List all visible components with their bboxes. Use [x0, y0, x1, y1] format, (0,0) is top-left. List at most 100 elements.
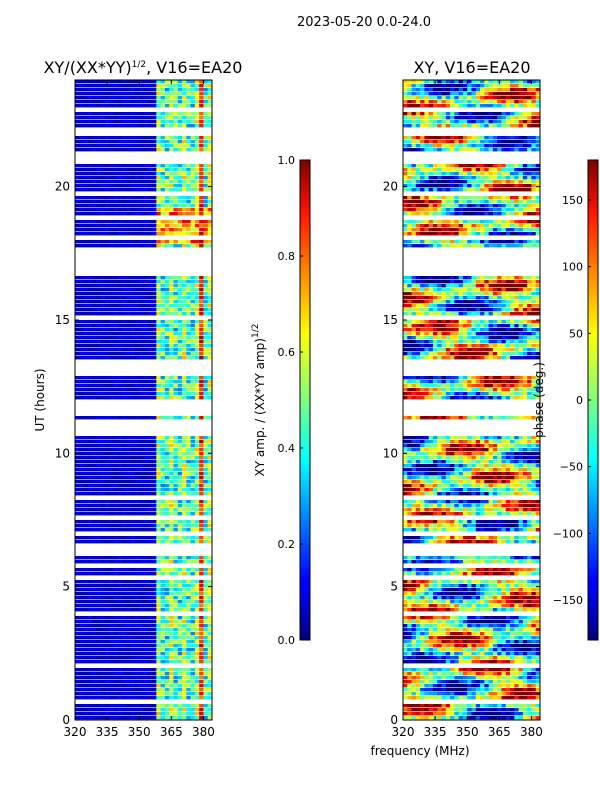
amp-cell [130, 504, 136, 508]
amp-cell [156, 136, 162, 140]
amp-cell [117, 696, 123, 700]
amp-cell [160, 224, 166, 228]
phase-cell [514, 592, 519, 596]
amp-cell [156, 148, 162, 152]
amp-cell [113, 716, 119, 720]
amp-cell [109, 716, 114, 720]
amp-cell [113, 124, 119, 128]
amp-cell [164, 652, 170, 656]
phase-cell [467, 672, 472, 676]
amp-cell [92, 228, 97, 232]
amp-cell [79, 172, 84, 176]
amp-cell [143, 696, 149, 700]
phase-cell [480, 632, 485, 636]
amp-cell [164, 88, 170, 92]
amp-cell [92, 500, 97, 504]
amp-cell [199, 528, 204, 532]
amp-cell [186, 440, 191, 444]
phase-cell [501, 680, 507, 684]
amp-cell [87, 212, 93, 216]
amp-cell [100, 512, 106, 516]
amp-cell [126, 444, 132, 448]
amp-cell [117, 708, 123, 712]
amp-cell [79, 656, 84, 660]
amp-cell [87, 448, 93, 452]
amp-cell [104, 468, 110, 472]
amp-cell [190, 280, 196, 284]
amp-cell [186, 376, 191, 380]
amp-cell [117, 124, 123, 128]
amp-cell [126, 652, 132, 656]
amp-cell [199, 680, 204, 684]
amp-cell [87, 136, 93, 140]
amp-cell [190, 508, 196, 512]
amp-cell [207, 352, 213, 356]
amp-cell [104, 456, 110, 460]
amp-cell [169, 280, 174, 284]
amp-cell [100, 440, 106, 444]
amp-cell [139, 176, 144, 180]
amp-cell [79, 520, 84, 524]
amp-cell [199, 136, 204, 140]
phase-cell [462, 704, 468, 708]
amp-cell [156, 504, 162, 508]
amp-cell [92, 712, 97, 716]
amp-cell [203, 508, 209, 512]
phase-cell [411, 588, 417, 592]
amp-cell [177, 524, 183, 528]
amp-cell [194, 336, 200, 340]
amp-cell [122, 136, 127, 140]
amp-cell [173, 672, 179, 676]
amp-cell [92, 536, 97, 540]
amp-cell [194, 112, 200, 116]
amp-cell [152, 476, 157, 480]
amp-cell [156, 624, 162, 628]
amp-cell [156, 112, 162, 116]
phase-cell [445, 640, 451, 644]
amp-cell [182, 324, 187, 328]
amp-cell [177, 344, 183, 348]
amp-cell [186, 476, 191, 480]
amp-cell [194, 712, 200, 716]
amp-cell [126, 472, 132, 476]
amp-cell [199, 596, 204, 600]
amp-cell [92, 608, 97, 612]
amp-cell [87, 220, 93, 224]
amp-cell [194, 692, 200, 696]
phase-cell [488, 696, 494, 700]
amp-cell [117, 312, 123, 316]
amp-cell [199, 512, 204, 516]
phase-cell [437, 592, 442, 596]
amp-cell [109, 508, 114, 512]
amp-cell [160, 376, 166, 380]
amp-cell [117, 84, 123, 88]
phase-cell [510, 676, 515, 680]
phase-cell [467, 632, 472, 636]
amp-cell [126, 276, 132, 280]
amp-cell [164, 464, 170, 468]
amp-cell [199, 100, 204, 104]
amp-cell [152, 328, 157, 332]
amp-cell [143, 572, 149, 576]
amp-cell [147, 676, 153, 680]
amp-cell [203, 436, 209, 440]
amp-cell [207, 716, 213, 720]
phase-cell [475, 588, 481, 592]
phase-cell [527, 568, 532, 572]
amp-cell [134, 384, 140, 388]
amp-cell [164, 308, 170, 312]
amp-cell [109, 212, 114, 216]
amp-cell [79, 528, 84, 532]
amp-cell [199, 392, 204, 396]
amp-cell [173, 464, 179, 468]
phase-cell [531, 632, 537, 636]
amp-cell [164, 504, 170, 508]
amp-cell [104, 304, 110, 308]
phase-cell [403, 716, 408, 720]
amp-cell [126, 692, 132, 696]
amp-cell [75, 380, 80, 384]
phase-cell [462, 636, 468, 640]
amp-cell [79, 328, 84, 332]
amp-cell [134, 280, 140, 284]
amp-cell [177, 540, 183, 544]
